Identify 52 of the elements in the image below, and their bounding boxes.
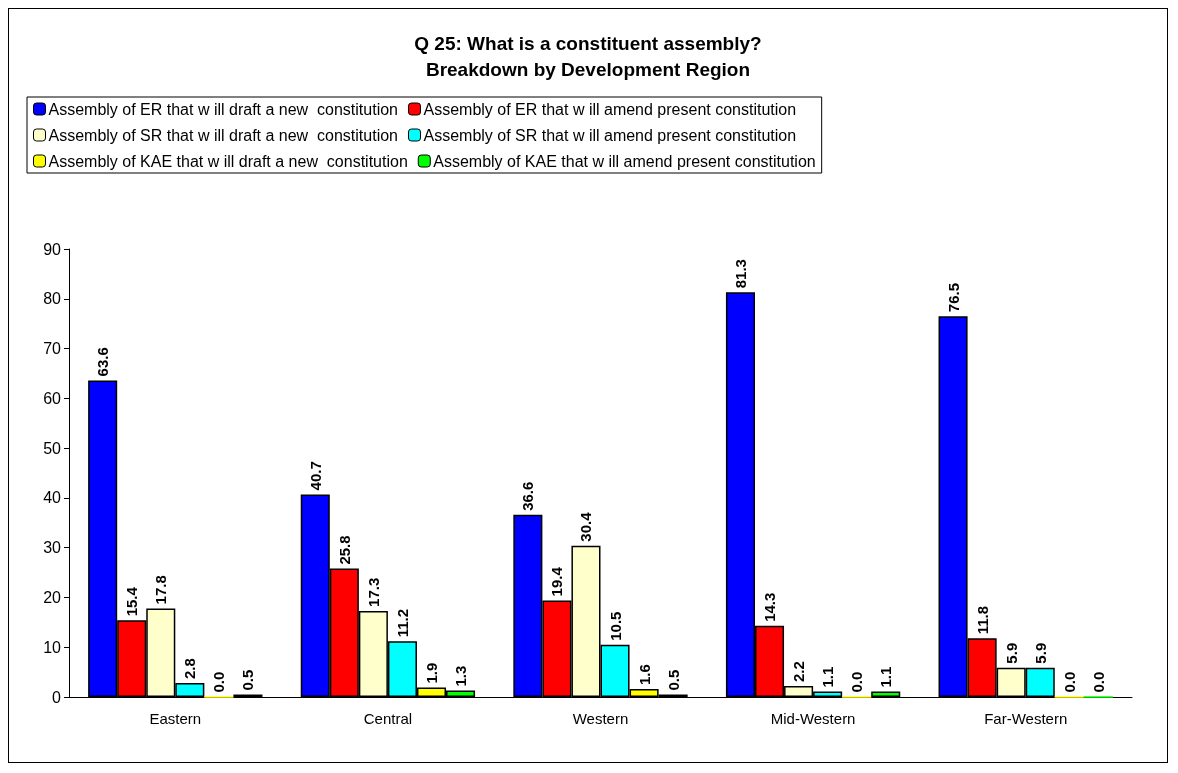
y-tick-label: 30 bbox=[43, 539, 62, 557]
y-tick-label: 70 bbox=[43, 340, 62, 358]
data-label: 1.9 bbox=[422, 662, 440, 684]
data-label: 81.3 bbox=[731, 259, 749, 289]
y-tick-label: 90 bbox=[43, 240, 62, 258]
data-label: 76.5 bbox=[944, 283, 962, 313]
y-tick-label: 40 bbox=[43, 489, 62, 507]
y-tick-label: 0 bbox=[52, 688, 62, 706]
legend-label: Assembly of SR that w ill draft a new constitution bbox=[48, 126, 398, 144]
data-label: 0.5 bbox=[664, 669, 682, 691]
data-label: 11.8 bbox=[973, 605, 991, 635]
x-tick-label: Mid-Western bbox=[770, 710, 856, 727]
data-label: 0.0 bbox=[848, 671, 866, 693]
data-label: 0.5 bbox=[239, 669, 257, 691]
data-label: 0.0 bbox=[1060, 671, 1078, 693]
data-label: 15.4 bbox=[123, 586, 141, 617]
data-label: 30.4 bbox=[577, 511, 595, 542]
x-tick-label: Eastern bbox=[149, 710, 202, 727]
data-label: 1.6 bbox=[635, 664, 653, 686]
data-label: 2.2 bbox=[790, 661, 808, 683]
data-label: 2.8 bbox=[181, 658, 199, 680]
chart-title: Q 25: What is a constituent assembly? Breakdown by Development Region bbox=[414, 32, 762, 80]
data-label: 5.9 bbox=[1031, 642, 1049, 664]
data-label: 10.5 bbox=[606, 611, 624, 641]
legend-label: Assembly of KAE that w ill amend present constitution bbox=[433, 152, 816, 170]
x-tick-label: Western bbox=[572, 710, 629, 727]
data-label: 1.1 bbox=[877, 666, 895, 688]
y-tick-label: 10 bbox=[43, 638, 62, 656]
legend-label: Assembly of ER that w ill draft a new constitution bbox=[48, 100, 398, 118]
data-label: 19.4 bbox=[548, 566, 566, 597]
data-label: 1.1 bbox=[819, 666, 837, 688]
legend-label: Assembly of ER that w ill amend present constitution bbox=[423, 100, 797, 118]
data-label: 5.9 bbox=[1002, 642, 1020, 664]
data-label: 40.7 bbox=[306, 461, 324, 491]
data-label: 36.6 bbox=[519, 481, 537, 511]
x-tick-label: Central bbox=[363, 710, 413, 727]
y-tick-label: 60 bbox=[43, 389, 62, 407]
data-label: 0.0 bbox=[210, 671, 228, 693]
y-tick-label: 80 bbox=[43, 290, 62, 308]
data-label: 0.0 bbox=[1089, 671, 1107, 693]
data-label: 11.2 bbox=[393, 608, 411, 638]
data-label: 17.8 bbox=[152, 575, 170, 605]
y-tick-label: 50 bbox=[43, 439, 62, 457]
data-label: 63.6 bbox=[94, 347, 112, 377]
legend-label: Assembly of KAE that w ill draft a new constitution bbox=[48, 152, 408, 170]
data-label: 1.3 bbox=[452, 665, 470, 687]
legend-label: Assembly of SR that w ill amend present constitution bbox=[423, 126, 797, 144]
x-tick-label: Far-Western bbox=[984, 710, 1068, 727]
data-label: 25.8 bbox=[335, 535, 353, 565]
data-label: 14.3 bbox=[761, 592, 779, 622]
y-tick-label: 20 bbox=[43, 588, 62, 606]
data-label: 17.3 bbox=[364, 577, 382, 607]
